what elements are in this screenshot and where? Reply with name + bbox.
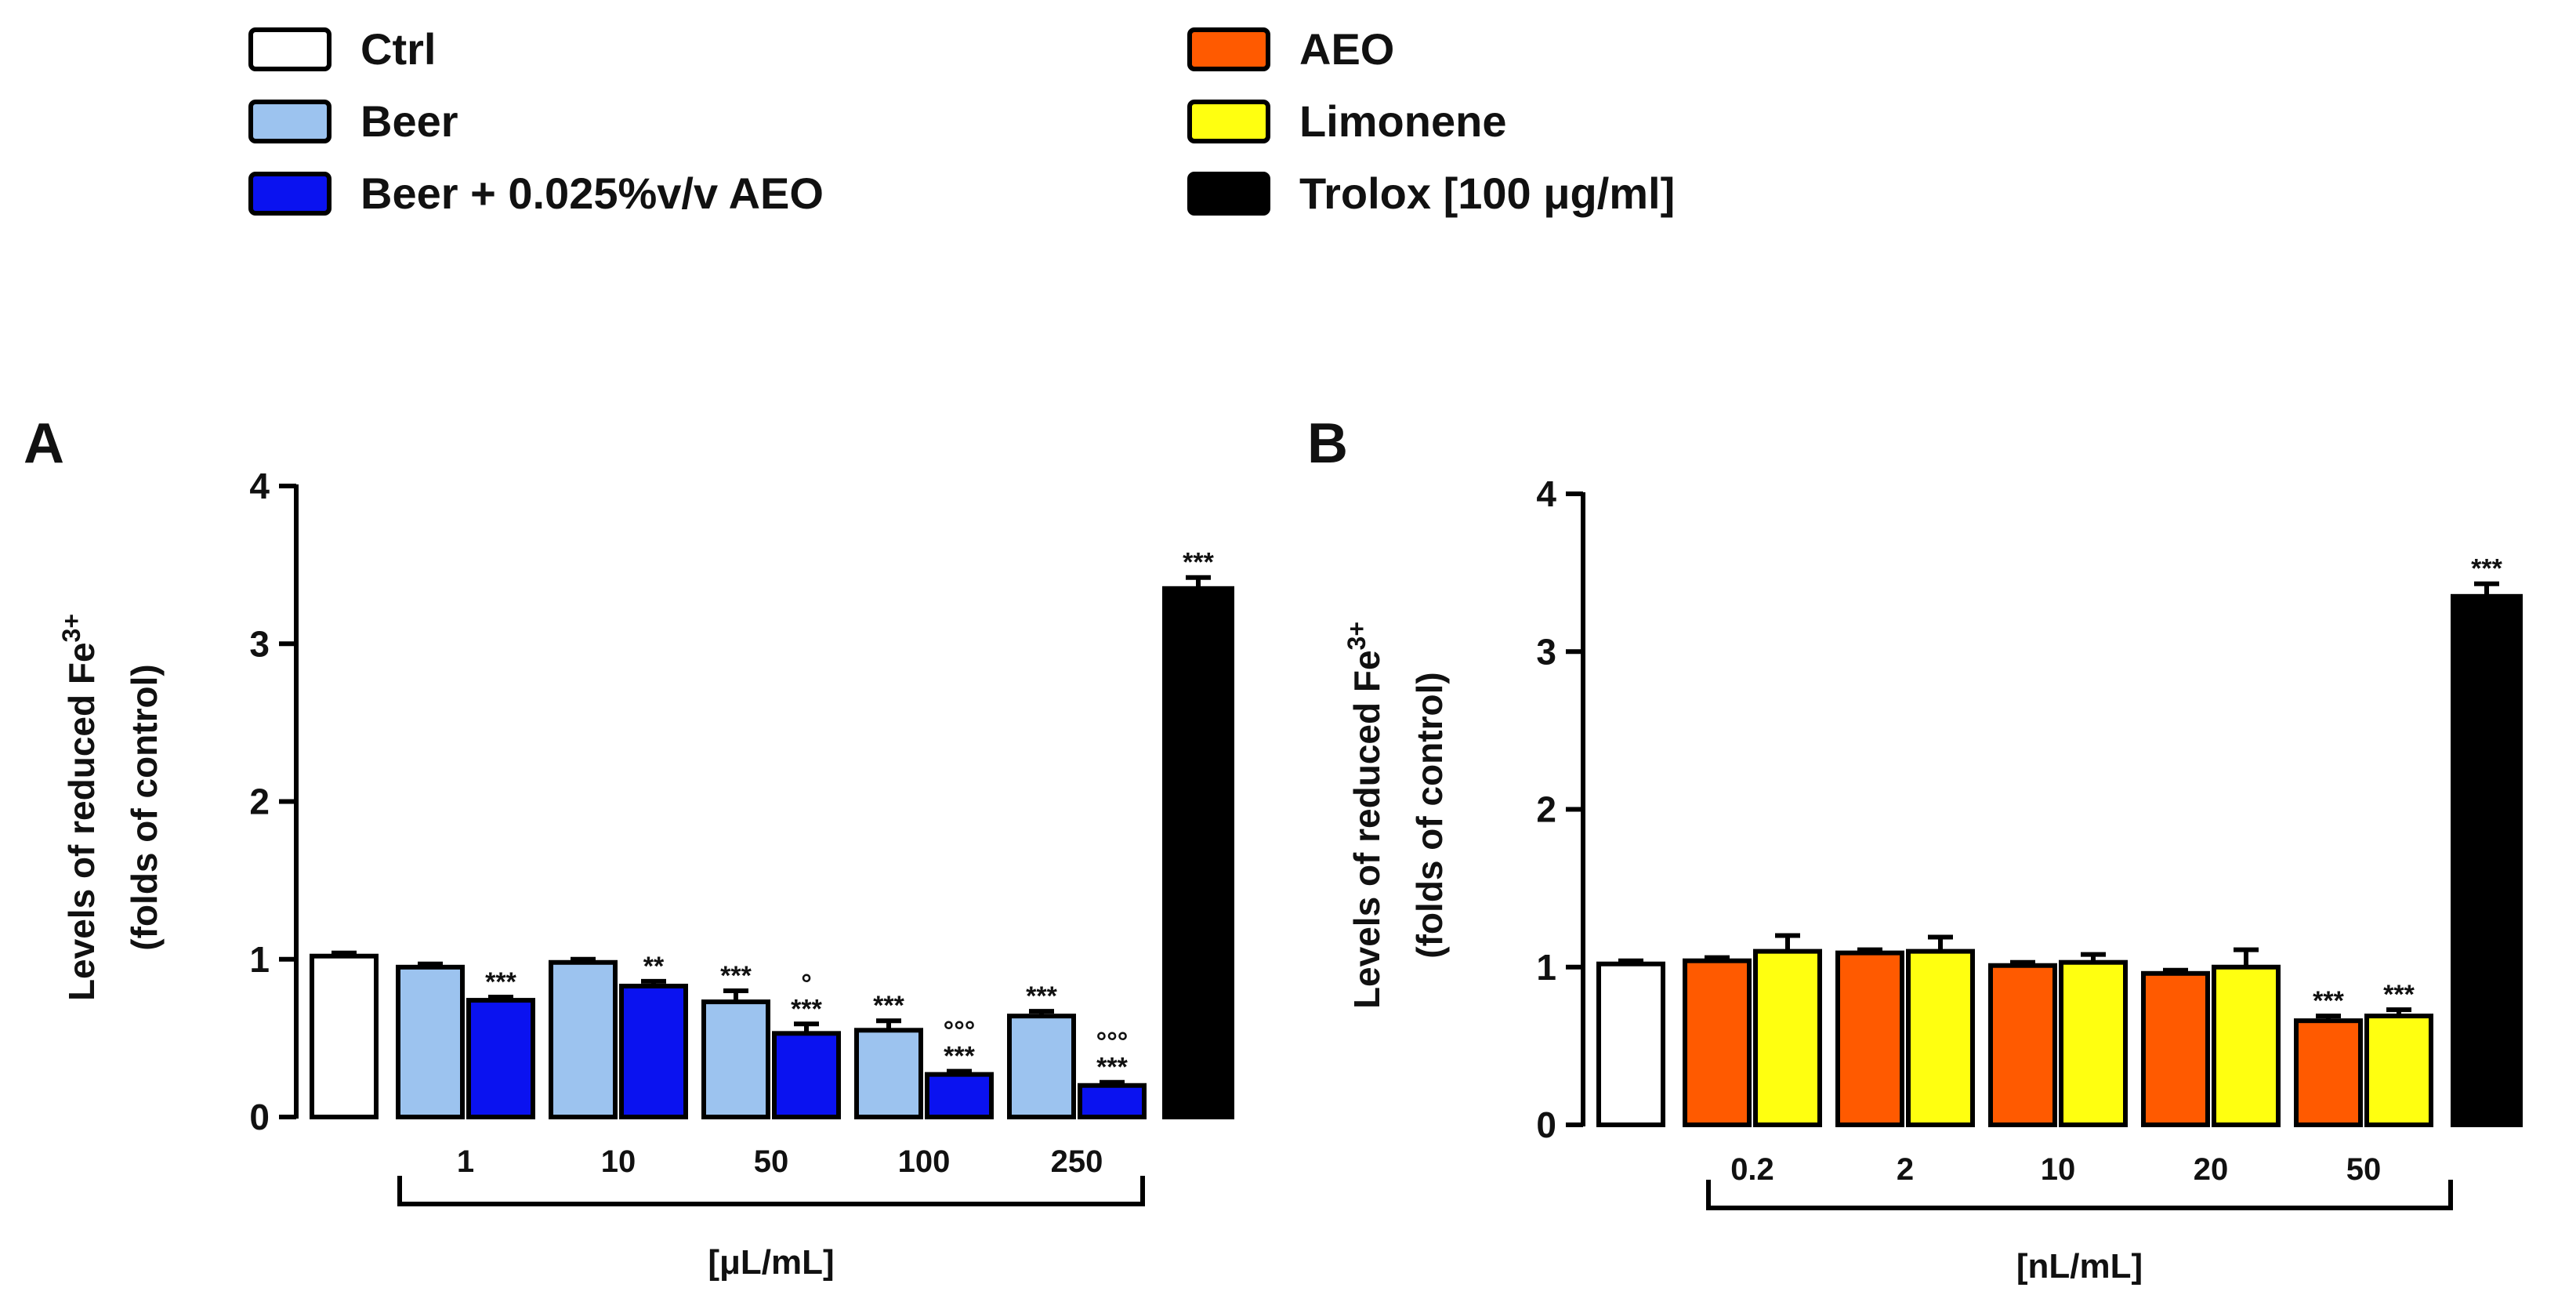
y-axis-label: Levels of reduced Fe3+ <box>57 614 102 1001</box>
bar-beer-0-025-v-v-aeo-250 <box>1078 1083 1147 1119</box>
bar-ctrl <box>310 953 379 1119</box>
bar-limonene-2 <box>1906 948 1975 1127</box>
panel-a: A 0 1 2 3 4 Levels of reduced Fe3+ (folds of co… <box>24 412 1234 1282</box>
significance-label-secondary: ° <box>801 969 812 999</box>
concentration-bracket <box>1706 1180 2453 1210</box>
y-axis-label-text: Levels of reduced Fe <box>61 642 102 1001</box>
x-category-label-100: 100 <box>898 1144 951 1179</box>
bar-aeo-10 <box>1988 963 2057 1128</box>
legend-swatch-1 <box>248 100 332 143</box>
legend: Ctrl Beer Beer + 0.025%v/v AEO AEO Limonene T… <box>248 24 1675 218</box>
x-category-label-10: 10 <box>2041 1152 2076 1187</box>
significance-label: *** <box>1096 1053 1128 1083</box>
significance-label-trolox: *** <box>2471 554 2502 584</box>
x-category-label-10: 10 <box>601 1144 636 1179</box>
y-axis-label-line2: (folds of control) <box>124 664 165 950</box>
bar-aeo-2 <box>1835 950 1904 1127</box>
y-tick-label-4: 4 <box>249 466 270 506</box>
legend-label-3: AEO <box>1299 24 1394 74</box>
x-category-label-1: 1 <box>457 1144 474 1179</box>
bar-trolox <box>2451 593 2523 1127</box>
bar-aeo-0.2 <box>1683 958 1752 1127</box>
y-tick-label-4: 4 <box>1536 473 1556 514</box>
y-axis-label: Levels of reduced Fe3+ <box>1342 622 1387 1009</box>
bar-beer-50 <box>701 999 770 1120</box>
x-category-label-50: 50 <box>754 1144 789 1179</box>
bar-limonene-10 <box>2059 959 2128 1128</box>
legend-label-5: Trolox [100 μg/ml] <box>1299 169 1675 218</box>
bar-aeo-50 <box>2294 1018 2363 1128</box>
significance-label: *** <box>791 994 822 1024</box>
legend-swatch-5 <box>1187 172 1270 216</box>
legend-swatch-2 <box>248 172 332 216</box>
bar-beer-1 <box>396 964 465 1119</box>
significance-label: ** <box>643 952 665 981</box>
bar-limonene-20 <box>2212 964 2281 1127</box>
panel-letter: B <box>1307 412 1348 475</box>
concentration-bracket <box>397 1176 1145 1206</box>
bar-trolox <box>1162 586 1234 1119</box>
y-axis-label-superscript: 3+ <box>1342 622 1371 650</box>
significance-label: *** <box>2383 980 2415 1010</box>
bar-ctrl <box>1596 961 1665 1127</box>
significance-label-secondary: °°° <box>1096 1028 1129 1057</box>
y-tick-label-0: 0 <box>249 1097 270 1137</box>
x-category-label-0.2: 0.2 <box>1730 1152 1774 1187</box>
bar-beer-250 <box>1007 1014 1076 1119</box>
y-tick-label-3: 3 <box>249 623 270 664</box>
significance-label: *** <box>944 1042 975 1072</box>
legend-swatch-4 <box>1187 100 1270 143</box>
legend-label-0: Ctrl <box>360 24 436 74</box>
panel-b: B 0 1 2 3 4 Levels of reduced Fe3+ (folds of co… <box>1307 412 2523 1286</box>
legend-swatch-0 <box>248 27 332 71</box>
bar-beer-0-025-v-v-aeo-10 <box>619 983 688 1120</box>
significance-label: *** <box>1026 981 1057 1011</box>
y-tick-label-0: 0 <box>1536 1104 1556 1145</box>
significance-label: *** <box>873 991 904 1021</box>
y-axis-label-superscript: 3+ <box>57 614 85 642</box>
legend-label-4: Limonene <box>1299 96 1506 146</box>
bar-aeo-20 <box>2141 970 2210 1128</box>
x-category-label-20: 20 <box>2194 1152 2229 1187</box>
bar-beer-0-025-v-v-aeo-100 <box>925 1072 994 1119</box>
y-axis-label-line2: (folds of control) <box>1409 672 1450 958</box>
significance-label-trolox: *** <box>1183 548 1214 578</box>
bar-limonene-0.2 <box>1753 948 1822 1127</box>
y-tick-label-1: 1 <box>1536 947 1556 988</box>
y-axis-label-text: Levels of reduced Fe <box>1346 650 1387 1009</box>
legend-swatch-3 <box>1187 27 1270 71</box>
panel-letter: A <box>24 412 64 475</box>
legend-label-1: Beer <box>360 96 458 146</box>
significance-label: *** <box>720 961 752 991</box>
y-tick-label-3: 3 <box>1536 631 1556 672</box>
x-category-label-2: 2 <box>1897 1152 1914 1187</box>
significance-label: *** <box>2313 986 2344 1016</box>
bar-beer-100 <box>854 1028 923 1119</box>
legend-label-2: Beer + 0.025%v/v AEO <box>360 169 824 218</box>
bar-limonene-50 <box>2364 1014 2433 1127</box>
y-tick-label-1: 1 <box>249 939 270 980</box>
y-tick-label-2: 2 <box>1536 789 1556 830</box>
x-category-label-50: 50 <box>2346 1152 2382 1187</box>
y-tick-label-2: 2 <box>249 782 270 822</box>
bar-beer-0-025-v-v-aeo-1 <box>466 998 535 1119</box>
bar-beer-10 <box>549 959 618 1120</box>
significance-label: *** <box>485 967 516 997</box>
bar-beer-0-025-v-v-aeo-50 <box>772 1031 841 1120</box>
significance-label-secondary: °°° <box>944 1017 976 1046</box>
concentration-unit-label: [nL/mL] <box>2016 1247 2143 1286</box>
concentration-unit-label: [μL/mL] <box>708 1243 834 1282</box>
x-category-label-250: 250 <box>1051 1144 1103 1179</box>
